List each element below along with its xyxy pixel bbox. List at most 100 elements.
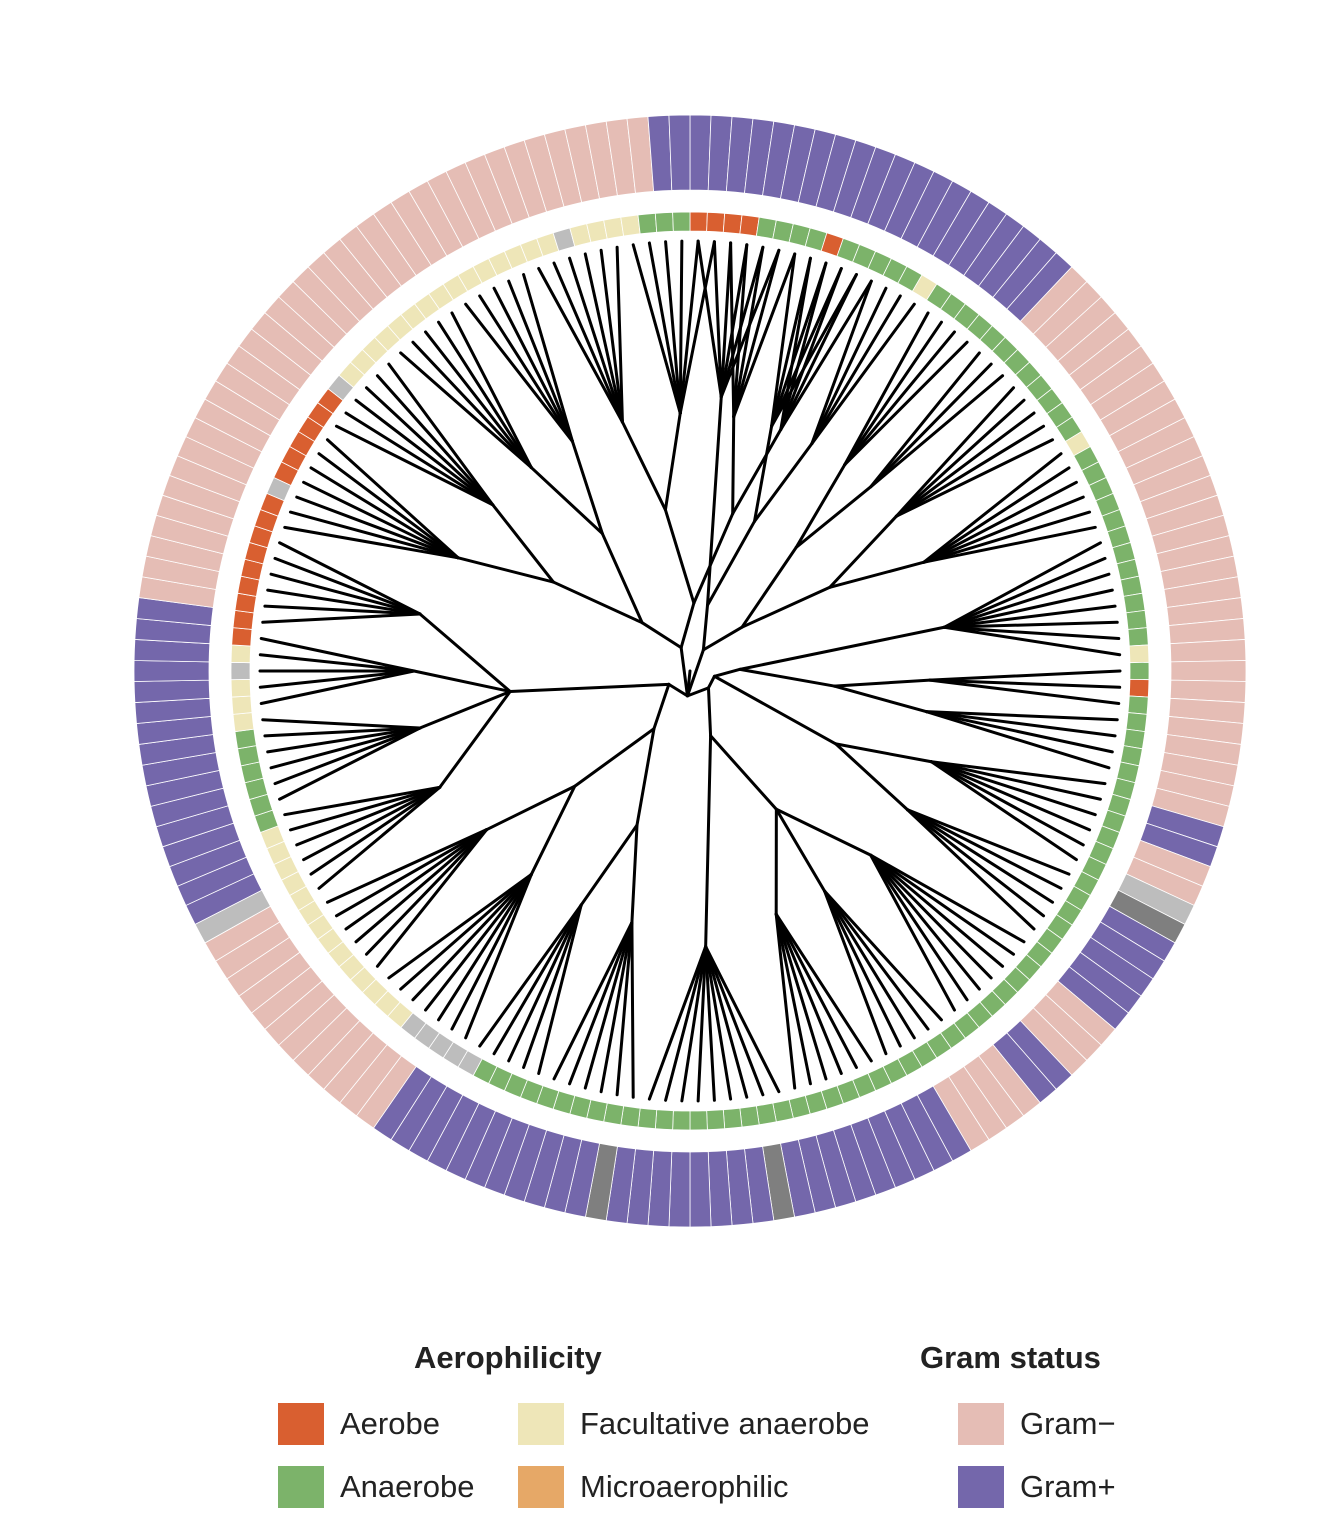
- aerophilicity-cell: [654, 1109, 674, 1131]
- tree-branch: [258, 669, 416, 689]
- aerophilicity-cell: [672, 211, 691, 232]
- tree-branch: [288, 785, 442, 832]
- tree-branch: [779, 256, 812, 432]
- aerophilicity-cell: [1125, 609, 1148, 630]
- tree-branch: [942, 620, 1119, 629]
- tree-branch: [450, 872, 533, 1031]
- tree-branch: [869, 351, 981, 489]
- tree-branch: [663, 411, 682, 512]
- aerophilicity-cell: [620, 1105, 641, 1128]
- tree-branch: [325, 828, 489, 904]
- tree-branch: [922, 452, 1063, 564]
- tree-branch: [635, 727, 656, 827]
- tree-branch: [810, 286, 888, 446]
- tree-branch: [552, 261, 624, 424]
- aerophilicity-cell: [722, 212, 743, 235]
- tree-branch: [732, 243, 749, 419]
- tree-branch: [437, 872, 533, 1022]
- tree-branch: [774, 912, 858, 1069]
- tree-branch: [834, 742, 910, 812]
- aerobe-label: Aerobe: [340, 1406, 440, 1441]
- tree-branch: [529, 466, 604, 536]
- tree-branch: [464, 302, 574, 443]
- tree-branch: [729, 241, 736, 419]
- tree-branch: [770, 256, 812, 428]
- tree-branch: [491, 503, 555, 584]
- tree-branch: [942, 625, 1121, 640]
- tree-branch: [942, 556, 1107, 629]
- tree-branch: [894, 386, 1016, 518]
- tree-branch: [354, 828, 489, 944]
- aerophilicity-cell: [1129, 661, 1150, 681]
- tree-branch: [399, 351, 533, 470]
- tree-branch: [630, 823, 639, 924]
- facultative-anaerobe-swatch: [518, 1403, 564, 1445]
- aerophilicity-cell: [755, 1102, 777, 1126]
- tree-branch: [705, 395, 723, 607]
- aerophilicity-cell: [230, 678, 252, 698]
- tree-branch: [929, 760, 1078, 862]
- aerophilicity-cell: [654, 211, 674, 233]
- tree-branch: [942, 625, 1122, 657]
- tree-branch: [418, 612, 512, 694]
- tree-branch: [456, 556, 555, 584]
- tree-branch: [696, 945, 708, 1103]
- aerophilicity-cell: [689, 1110, 708, 1131]
- tree-branch: [364, 828, 489, 956]
- tree-branch: [424, 872, 533, 1012]
- tree-branch: [832, 678, 932, 688]
- tree-branch: [631, 243, 682, 415]
- aerophilicity-cell: [231, 695, 253, 715]
- tree-branch: [678, 240, 716, 415]
- tree-branch: [568, 920, 634, 1086]
- tree-branch: [894, 398, 1026, 518]
- tree-branch: [843, 311, 930, 467]
- gram-positive-swatch: [958, 1466, 1004, 1508]
- tree-branch: [906, 808, 1063, 890]
- tree-branch: [906, 808, 1071, 876]
- tree-branch: [364, 386, 495, 507]
- tree-branch: [680, 945, 708, 1103]
- tree-branch: [663, 508, 696, 605]
- aerophilicity-cell: [739, 214, 760, 237]
- tree-branch: [770, 261, 828, 428]
- tree-branch: [823, 889, 943, 1022]
- aerophilicity-cell: [637, 212, 658, 235]
- tree-branch: [942, 604, 1117, 629]
- tree-branch: [869, 853, 993, 980]
- tree-branch: [922, 510, 1092, 564]
- tree-branch: [925, 710, 1114, 754]
- tree-branch: [259, 669, 416, 706]
- aerophilicity-cell: [232, 712, 255, 733]
- tree-branch: [740, 545, 798, 629]
- tree-branch: [259, 636, 416, 673]
- tree-branch: [317, 785, 442, 890]
- tree-branch: [704, 945, 716, 1102]
- tree-branch: [770, 252, 797, 428]
- tree-branch: [599, 920, 634, 1094]
- tree-branch: [704, 945, 765, 1097]
- tree-branch: [273, 556, 422, 616]
- gram-status-legend-title: Gram status: [920, 1340, 1101, 1375]
- aerophilicity-cell: [1123, 592, 1146, 614]
- tree-branch: [288, 510, 460, 560]
- tree-branch: [478, 903, 583, 1048]
- tree-branch: [779, 279, 873, 432]
- tree-branch: [894, 424, 1046, 518]
- tree-branch: [719, 243, 749, 399]
- tree-branch: [922, 480, 1078, 564]
- tree-branch: [942, 541, 1102, 629]
- tree-branch: [630, 920, 635, 1099]
- tree-branch: [732, 248, 781, 419]
- aerobe-swatch: [278, 1403, 324, 1445]
- aerophilicity-cell: [1127, 627, 1149, 647]
- tree-branch: [412, 669, 512, 694]
- tree-branch: [399, 872, 533, 991]
- tree-branch: [929, 760, 1085, 847]
- tree-branch: [478, 294, 574, 443]
- tree-branch: [522, 903, 583, 1069]
- tree-branch: [411, 340, 533, 470]
- tree-branch: [652, 682, 671, 731]
- aerophilicity-cell: [230, 644, 252, 664]
- tree-branch: [685, 669, 692, 698]
